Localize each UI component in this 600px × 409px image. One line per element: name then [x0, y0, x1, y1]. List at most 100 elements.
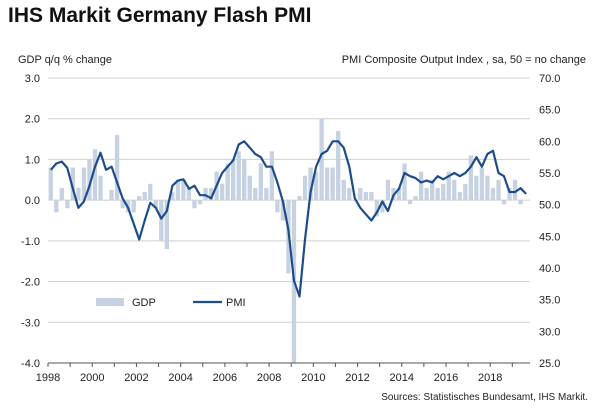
right-tick-label: 35.0 — [539, 295, 560, 307]
gdp-bar — [407, 200, 413, 205]
gdp-bar — [402, 163, 407, 201]
gdp-bar — [413, 196, 418, 201]
gdp-bar — [324, 167, 330, 201]
gdp-bar — [374, 200, 380, 217]
gdp-bar — [319, 118, 324, 201]
gdp-bar — [441, 183, 446, 201]
gdp-bar — [164, 200, 169, 249]
gdp-bar — [457, 192, 462, 201]
gdp-bar — [236, 151, 241, 201]
right-axis-label: PMI Composite Output Index , sa, 50 = no… — [342, 54, 586, 66]
legend-pmi-label: PMI — [226, 297, 246, 309]
right-tick-label: 30.0 — [539, 326, 560, 338]
pmi-line-layer — [49, 140, 527, 298]
gdp-bar — [76, 187, 81, 201]
pmi-series-line — [49, 140, 527, 298]
gdp-bar — [385, 179, 391, 201]
gdp-bar — [269, 151, 275, 201]
right-tick-label: 55.0 — [539, 168, 560, 180]
gdp-bar — [330, 167, 335, 201]
legend: GDP PMI — [96, 297, 246, 309]
gdp-bar — [275, 200, 280, 213]
gdp-bar — [485, 175, 490, 201]
gdp-bar — [468, 155, 474, 201]
gdp-bar — [452, 179, 457, 201]
gdp-bar — [297, 196, 302, 201]
gdp-bar — [512, 179, 518, 201]
axes: 3.0 2.0 1.0 0.0 -1.0 -2.0 -3.0 -4.0 70.0 65.0 60.0… — [21, 73, 560, 384]
x-tick-label: 2016 — [434, 372, 458, 384]
gdp-bar — [490, 187, 496, 201]
gdp-bar — [258, 163, 263, 201]
gdp-bar — [137, 196, 142, 201]
gdp-bar — [103, 200, 109, 201]
legend-gdp-swatch — [96, 298, 124, 306]
gdp-bar — [264, 187, 269, 201]
gdp-bar — [142, 192, 147, 201]
gdp-bar — [92, 149, 98, 201]
gdp-bar — [48, 167, 53, 201]
right-tick-label: 60.0 — [539, 136, 560, 148]
chart-title: IHS Markit Germany Flash PMI — [8, 4, 312, 27]
right-tick-label: 25.0 — [539, 358, 560, 370]
right-tick-label: 50.0 — [539, 200, 560, 212]
left-tick-label: 1.0 — [25, 154, 40, 166]
gdp-bar — [253, 187, 258, 201]
gdp-bar — [109, 189, 114, 201]
gdp-bar — [424, 187, 429, 201]
gdp-bar — [54, 200, 59, 213]
x-tick-label: 2004 — [168, 372, 192, 384]
gdp-bar — [231, 159, 236, 201]
legend-gdp-label: GDP — [132, 297, 156, 309]
gdp-bar — [247, 175, 252, 201]
gdp-bar — [418, 171, 424, 201]
right-tick-label: 40.0 — [539, 263, 560, 275]
x-tick-label: 2012 — [345, 372, 369, 384]
left-tick-label: -3.0 — [21, 317, 40, 329]
gdp-bar — [98, 175, 103, 201]
gdp-bar — [153, 200, 158, 209]
gdp-bar — [197, 200, 203, 205]
right-tick-label: 65.0 — [539, 105, 560, 117]
gdp-bar — [435, 187, 440, 201]
left-tick-label: -2.0 — [21, 277, 40, 289]
gdp-bar — [313, 171, 319, 201]
gdp-bar — [192, 200, 197, 209]
gdp-bar — [280, 200, 286, 221]
x-tick-label: 2008 — [257, 372, 281, 384]
gdp-bar — [59, 187, 64, 201]
gdp-bar — [369, 192, 374, 201]
gdp-bar — [203, 187, 208, 201]
gdp-bar — [396, 187, 402, 201]
gdp-bar — [518, 200, 523, 205]
gdp-bar — [159, 200, 164, 241]
gdp-bar — [208, 187, 214, 201]
gdp-bar — [131, 200, 136, 213]
gdp-bar — [175, 179, 181, 201]
gdp-bar — [358, 187, 363, 201]
gdp-bar — [120, 200, 125, 209]
x-tick-label: 2006 — [213, 372, 237, 384]
gdp-bar — [87, 159, 92, 201]
right-tick-label: 45.0 — [539, 231, 560, 243]
gdp-bar — [70, 167, 76, 201]
x-tick-label: 2010 — [301, 372, 325, 384]
gdp-bar — [501, 200, 507, 205]
gdp-bar — [170, 192, 175, 201]
gdp-bar — [336, 130, 341, 201]
gdp-bar — [430, 179, 435, 201]
gdp-bar — [463, 183, 468, 201]
gdp-bar — [380, 200, 385, 213]
gdp-bar — [242, 159, 247, 201]
left-tick-label: 0.0 — [25, 195, 40, 207]
gdp-bar — [114, 135, 120, 201]
x-tick-label: 1998 — [36, 372, 60, 384]
gdp-bar — [341, 179, 346, 201]
gdp-bar — [181, 179, 186, 201]
x-tick-label: 2018 — [478, 372, 502, 384]
gdp-bar — [308, 167, 313, 201]
x-tick-label: 2002 — [124, 372, 148, 384]
left-tick-label: 3.0 — [25, 73, 40, 85]
gdp-bar — [474, 175, 479, 201]
gdp-bar — [186, 187, 192, 201]
